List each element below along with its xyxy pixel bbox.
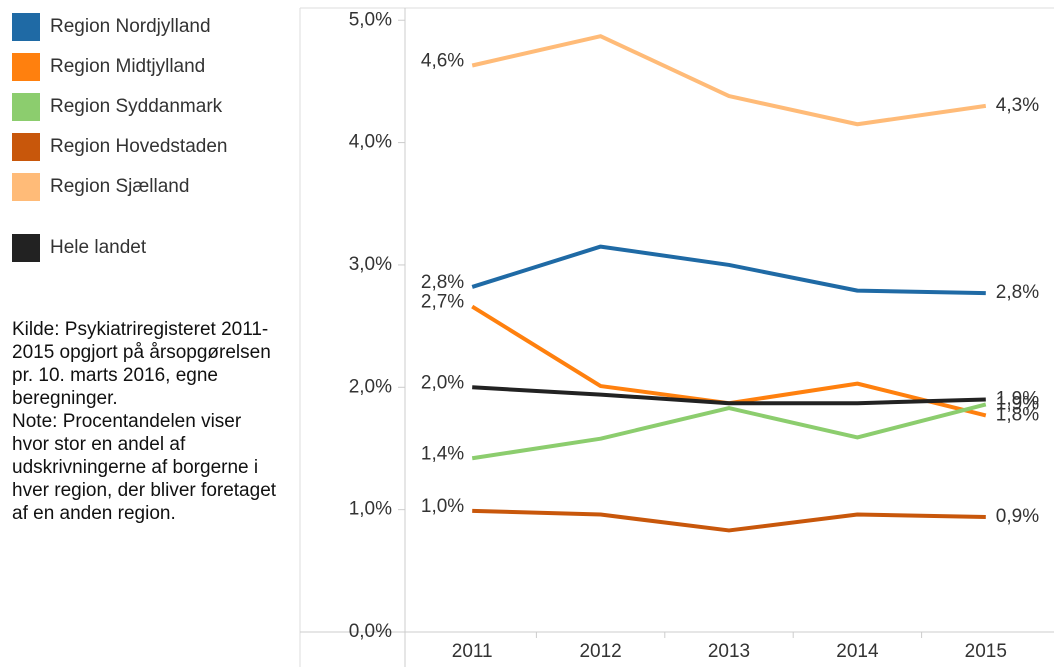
data-label: 1,9% <box>996 389 1039 410</box>
data-label: 4,6% <box>421 51 464 72</box>
note: Note: Procentandelen viser hvor stor en … <box>12 411 277 524</box>
series-line <box>471 304 987 418</box>
source: Kilde: Psykiatriregisteret 2011-2015 opg… <box>12 319 271 409</box>
x-tick-label: 2011 <box>452 641 493 662</box>
legend-label: Hele landet <box>50 237 147 258</box>
legend-label: Region Syddanmark <box>50 96 223 117</box>
y-tick-label: 2,0% <box>349 376 392 397</box>
y-tick-label: 3,0% <box>349 254 392 275</box>
data-label: 2,0% <box>421 372 464 393</box>
source-note: Kilde: Psykiatriregisteret 2011-2015 opg… <box>12 318 280 525</box>
legend-swatch <box>12 93 40 121</box>
series-line <box>471 34 987 127</box>
data-label: 2,8% <box>421 272 464 293</box>
legend-label: Region Sjælland <box>50 176 189 197</box>
x-tick-label: 2012 <box>579 641 621 662</box>
data-label: 1,9% <box>996 393 1039 414</box>
legend-swatch <box>12 13 40 41</box>
data-label: 1,8% <box>996 404 1039 425</box>
legend-label: Region Nordjylland <box>50 16 211 37</box>
data-label: 1,4% <box>421 443 464 464</box>
legend-label: Region Hovedstaden <box>50 136 227 157</box>
x-tick-label: 2015 <box>965 641 1007 662</box>
data-label: 0,9% <box>996 506 1039 527</box>
series-line <box>471 402 987 461</box>
legend-label: Region Midtjylland <box>50 56 205 77</box>
series-line <box>471 244 986 296</box>
legend-swatch <box>12 234 40 262</box>
y-tick-label: 5,0% <box>349 9 392 30</box>
x-tick-label: 2013 <box>708 641 750 662</box>
y-tick-label: 4,0% <box>349 132 392 153</box>
data-label: 1,0% <box>421 496 464 517</box>
y-tick-label: 1,0% <box>349 499 392 520</box>
series-line <box>472 508 986 533</box>
legend-swatch <box>12 173 40 201</box>
x-tick-label: 2014 <box>836 641 879 662</box>
legend-swatch <box>12 53 40 81</box>
y-tick-label: 0,0% <box>349 621 392 642</box>
data-label: 2,7% <box>421 292 464 313</box>
data-label: 4,3% <box>996 95 1039 116</box>
legend-swatch <box>12 133 40 161</box>
series-line <box>472 385 986 406</box>
data-label: 2,8% <box>996 282 1039 303</box>
